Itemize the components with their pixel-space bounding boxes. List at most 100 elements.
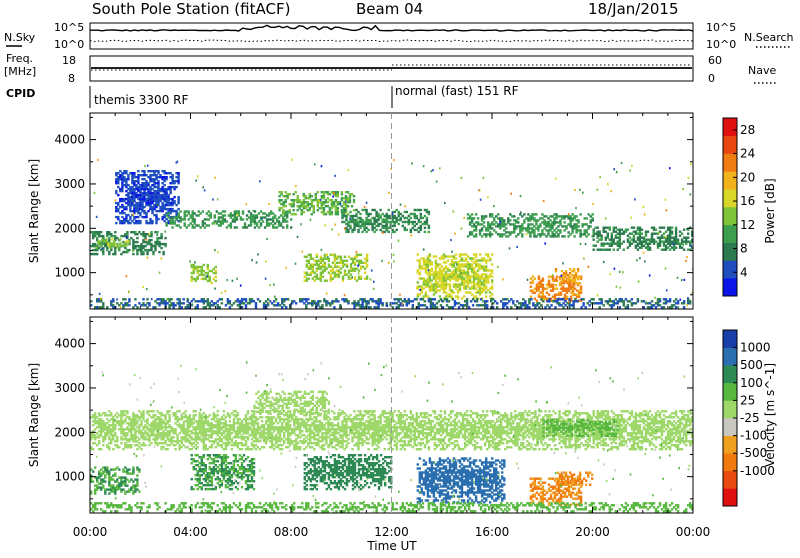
- data-cell: [197, 175, 199, 177]
- data-cell: [491, 253, 493, 255]
- data-cell: [588, 266, 590, 268]
- data-cell: [621, 162, 623, 164]
- data-cell: [360, 260, 362, 262]
- data-cell: [331, 228, 333, 230]
- data-cell: [581, 223, 583, 225]
- data-cell: [197, 442, 199, 444]
- velocity-data-cells: [90, 361, 695, 515]
- data-cell: [177, 208, 179, 210]
- data-cell: [158, 432, 160, 434]
- data-cell: [347, 300, 349, 302]
- data-cell: [419, 271, 421, 273]
- data-cell: [388, 209, 390, 211]
- data-cell: [214, 177, 216, 179]
- data-cell: [491, 285, 493, 287]
- data-cell: [285, 211, 287, 213]
- data-cell: [400, 213, 402, 215]
- data-cell: [690, 193, 692, 195]
- data-cell: [287, 298, 289, 300]
- data-cell: [561, 275, 563, 277]
- data-cell: [256, 261, 258, 263]
- data-cell: [268, 301, 270, 303]
- nsearch-tick-low: 10^0: [706, 38, 736, 51]
- data-cell: [350, 274, 352, 276]
- data-cell: [321, 211, 323, 213]
- data-cell: [481, 281, 483, 283]
- data-cell: [436, 180, 438, 182]
- data-cell: [347, 265, 349, 267]
- data-cell: [461, 263, 463, 265]
- data-cell: [240, 216, 242, 218]
- data-cell: [649, 274, 651, 276]
- data-cell: [684, 279, 686, 281]
- data-cell: [320, 266, 322, 268]
- data-cell: [117, 216, 119, 218]
- data-cell: [229, 300, 231, 302]
- data-cell: [556, 288, 558, 290]
- data-cell: [146, 238, 148, 240]
- data-cell: [603, 243, 605, 245]
- data-cell: [358, 272, 360, 274]
- data-cell: [370, 278, 372, 280]
- data-cell: [289, 209, 291, 211]
- data-cell: [194, 261, 196, 263]
- data-cell: [160, 247, 162, 249]
- data-cell: [416, 287, 418, 289]
- data-cell: [497, 213, 499, 215]
- data-cell: [120, 442, 122, 444]
- data-cell: [535, 213, 537, 215]
- data-cell: [424, 300, 426, 302]
- data-cell: [585, 243, 587, 245]
- data-cell: [260, 222, 262, 224]
- data-cell: [530, 298, 532, 300]
- data-cell: [96, 216, 98, 218]
- data-cell: [542, 300, 544, 302]
- data-cell: [382, 302, 384, 304]
- data-cell: [688, 177, 690, 179]
- data-cell: [675, 306, 677, 308]
- data-cell: [605, 217, 607, 219]
- data-cell: [138, 231, 140, 233]
- data-cell: [99, 240, 101, 242]
- data-cell: [115, 222, 117, 224]
- data-cell: [680, 299, 682, 301]
- data-cell: [364, 206, 366, 208]
- data-cell: [466, 277, 468, 279]
- data-cell: [239, 422, 241, 424]
- data-cell: [556, 276, 558, 278]
- data-cell: [176, 162, 178, 164]
- data-cell: [367, 229, 369, 231]
- data-cell: [349, 211, 351, 213]
- data-cell: [475, 253, 477, 255]
- data-cell: [138, 416, 140, 418]
- data-cell: [221, 298, 223, 300]
- data-cell: [150, 239, 152, 241]
- data-cell: [265, 260, 267, 262]
- data-cell: [434, 298, 436, 300]
- data-cell: [360, 276, 362, 278]
- data-cell: [577, 225, 579, 227]
- data-cell: [357, 265, 359, 267]
- data-cell: [677, 239, 679, 241]
- data-cell: [603, 227, 605, 229]
- data-cell: [421, 257, 423, 259]
- data-cell: [239, 442, 241, 444]
- data-cell: [133, 172, 135, 174]
- data-cell: [505, 227, 507, 229]
- data-cell: [369, 213, 371, 215]
- data-cell: [219, 444, 221, 446]
- data-cell: [562, 306, 564, 308]
- data-cell: [599, 231, 601, 233]
- data-cell: [269, 284, 271, 286]
- data-cell: [382, 232, 384, 234]
- data-cell: [359, 213, 361, 215]
- data-cell: [100, 414, 102, 416]
- station-title: South Pole Station (fitACF): [92, 0, 290, 18]
- data-cell: [168, 203, 170, 205]
- data-cell: [457, 295, 459, 297]
- cpid-segment-2: normal (fast) 151 RF: [395, 84, 519, 98]
- data-cell: [119, 212, 121, 214]
- data-region: [90, 410, 695, 450]
- data-cell: [555, 278, 557, 280]
- data-cell: [211, 282, 213, 284]
